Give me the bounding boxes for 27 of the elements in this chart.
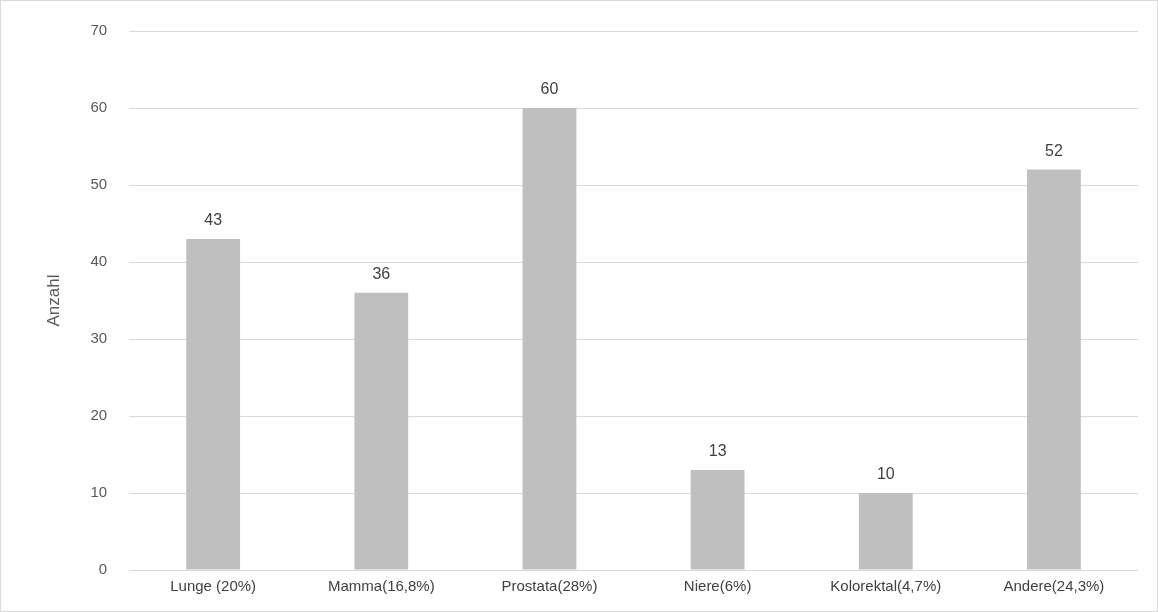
x-tick-label: Mamma(16,8%): [327, 577, 435, 595]
bar: [522, 108, 577, 570]
bar: [186, 238, 241, 570]
y-tick-label: 50: [90, 175, 108, 193]
x-tick-label: Prostata(28%): [501, 577, 598, 595]
y-tick-label: 40: [90, 252, 108, 270]
data-label: 60: [540, 80, 559, 98]
y-tick-label: 10: [90, 483, 108, 501]
data-label: 52: [1045, 142, 1063, 160]
y-tick-label: 70: [90, 21, 108, 39]
x-tick-label: Kolorektal(4,7%): [830, 577, 942, 595]
x-tick-label: Andere(24,3%): [1003, 577, 1105, 595]
y-tick-label: 60: [90, 98, 108, 116]
x-tick-label: Lunge (20%): [170, 577, 257, 595]
x-tick-label: Niere(6%): [683, 577, 752, 595]
data-label: 43: [204, 211, 223, 229]
data-label: 13: [708, 442, 727, 460]
y-tick-label: 30: [90, 329, 108, 347]
bar: [354, 292, 409, 570]
bar: [858, 493, 913, 570]
bar: [690, 469, 745, 570]
y-axis-title: Anzahl: [43, 274, 63, 327]
y-tick-label: 20: [90, 406, 108, 424]
data-label: 10: [876, 465, 895, 483]
data-label: 36: [372, 265, 391, 283]
y-tick-label: 0: [98, 560, 108, 578]
bar: [1027, 169, 1081, 570]
